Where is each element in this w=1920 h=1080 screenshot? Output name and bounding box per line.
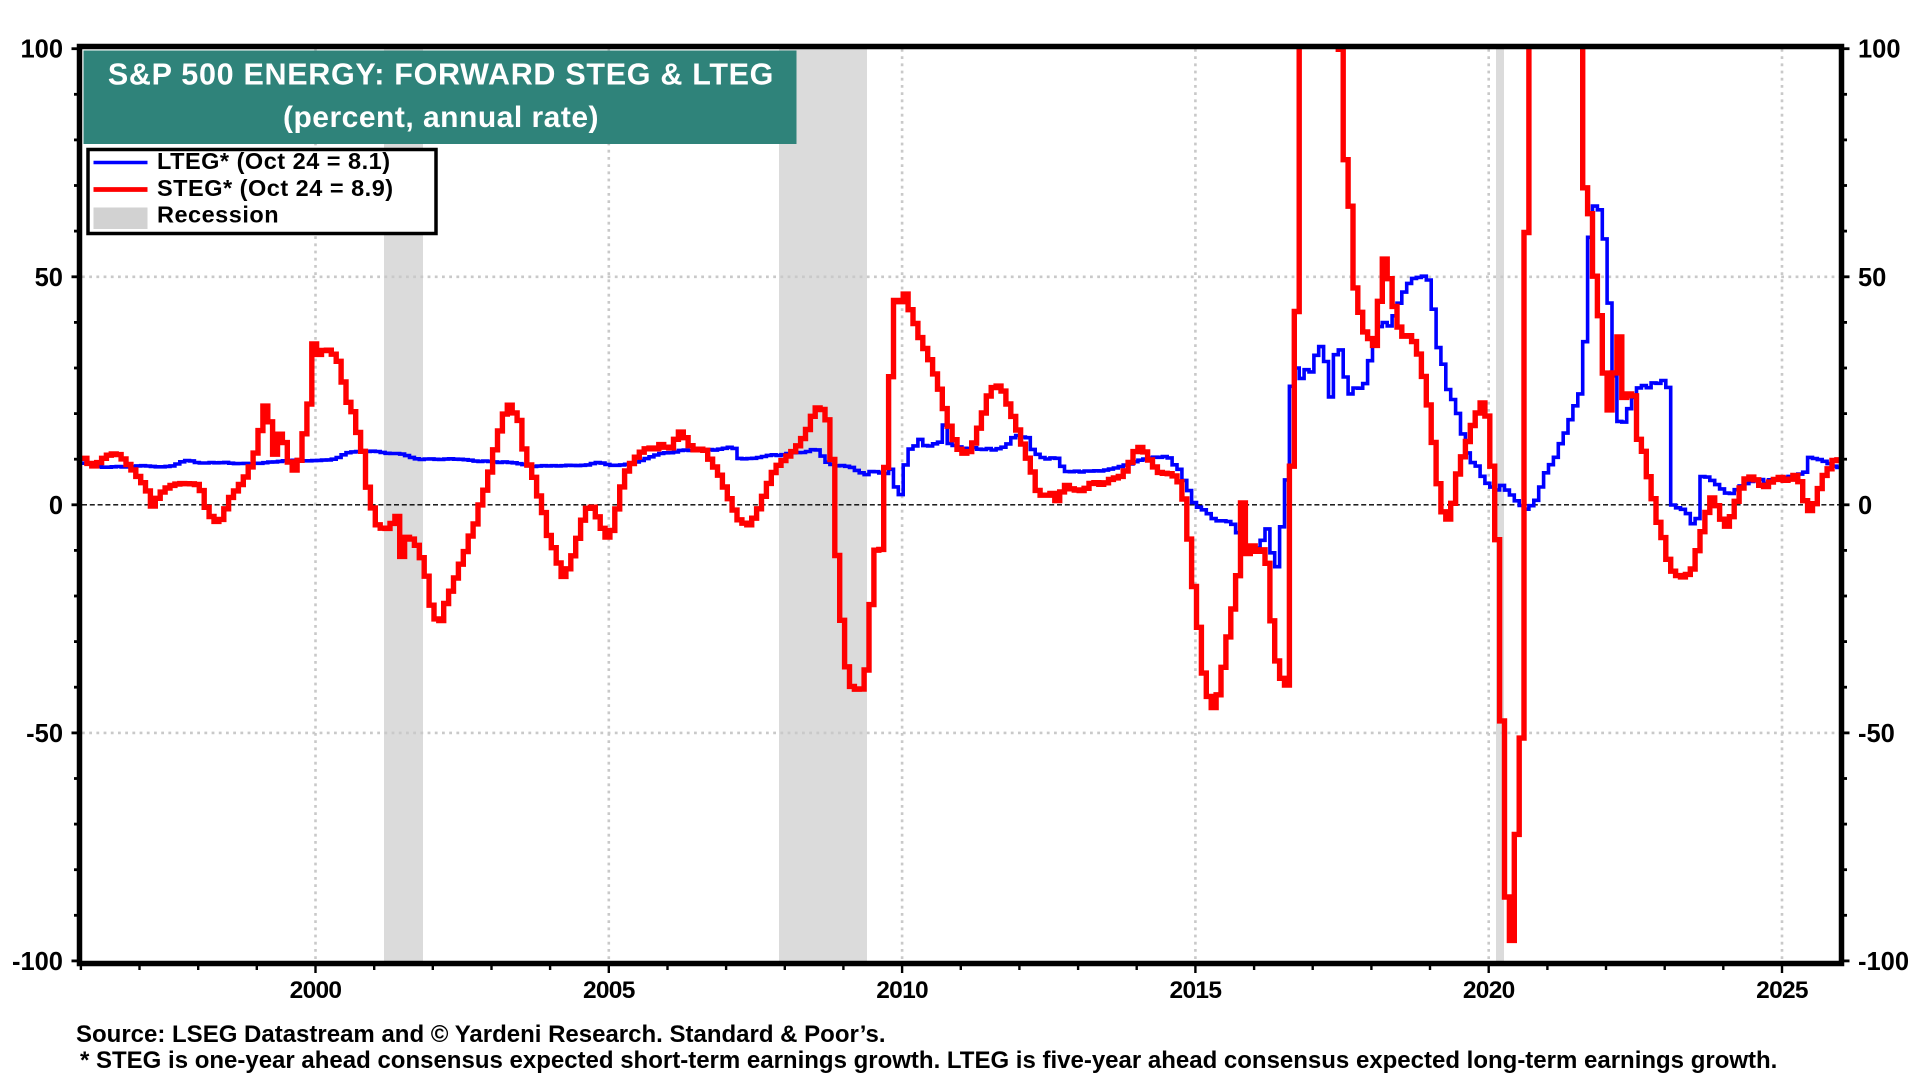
svg-text:100: 100 [20, 36, 63, 64]
svg-text:LTEG* (Oct 24 = 8.1): LTEG* (Oct 24 = 8.1) [157, 148, 391, 174]
svg-text:2000: 2000 [290, 977, 342, 1004]
svg-text:S&P 500 ENERGY: FORWARD STEG &: S&P 500 ENERGY: FORWARD STEG & LTEG [108, 58, 774, 92]
svg-text:2020: 2020 [1463, 977, 1515, 1004]
svg-text:2015: 2015 [1170, 977, 1222, 1004]
svg-text:2005: 2005 [583, 977, 635, 1004]
svg-text:Recession: Recession [157, 202, 279, 228]
svg-text:* STEG is one-year ahead conse: * STEG is one-year ahead consensus expec… [80, 1047, 1777, 1074]
svg-text:2010: 2010 [876, 977, 928, 1004]
svg-text:50: 50 [1858, 264, 1886, 292]
svg-text:50: 50 [35, 264, 63, 292]
svg-text:0: 0 [49, 492, 63, 520]
svg-text:0: 0 [1858, 492, 1872, 520]
svg-text:STEG* (Oct 24 = 8.9): STEG* (Oct 24 = 8.9) [157, 175, 394, 201]
svg-text:(percent, annual rate): (percent, annual rate) [283, 101, 599, 134]
svg-text:-50: -50 [1858, 720, 1895, 748]
svg-text:-50: -50 [26, 720, 63, 748]
svg-text:100: 100 [1858, 36, 1901, 64]
svg-text:-100: -100 [12, 948, 63, 976]
svg-text:-100: -100 [1858, 948, 1909, 976]
svg-text:2025: 2025 [1756, 977, 1808, 1004]
svg-text:Source: LSEG Datastream and ©: Source: LSEG Datastream and © Yardeni Re… [76, 1021, 886, 1048]
